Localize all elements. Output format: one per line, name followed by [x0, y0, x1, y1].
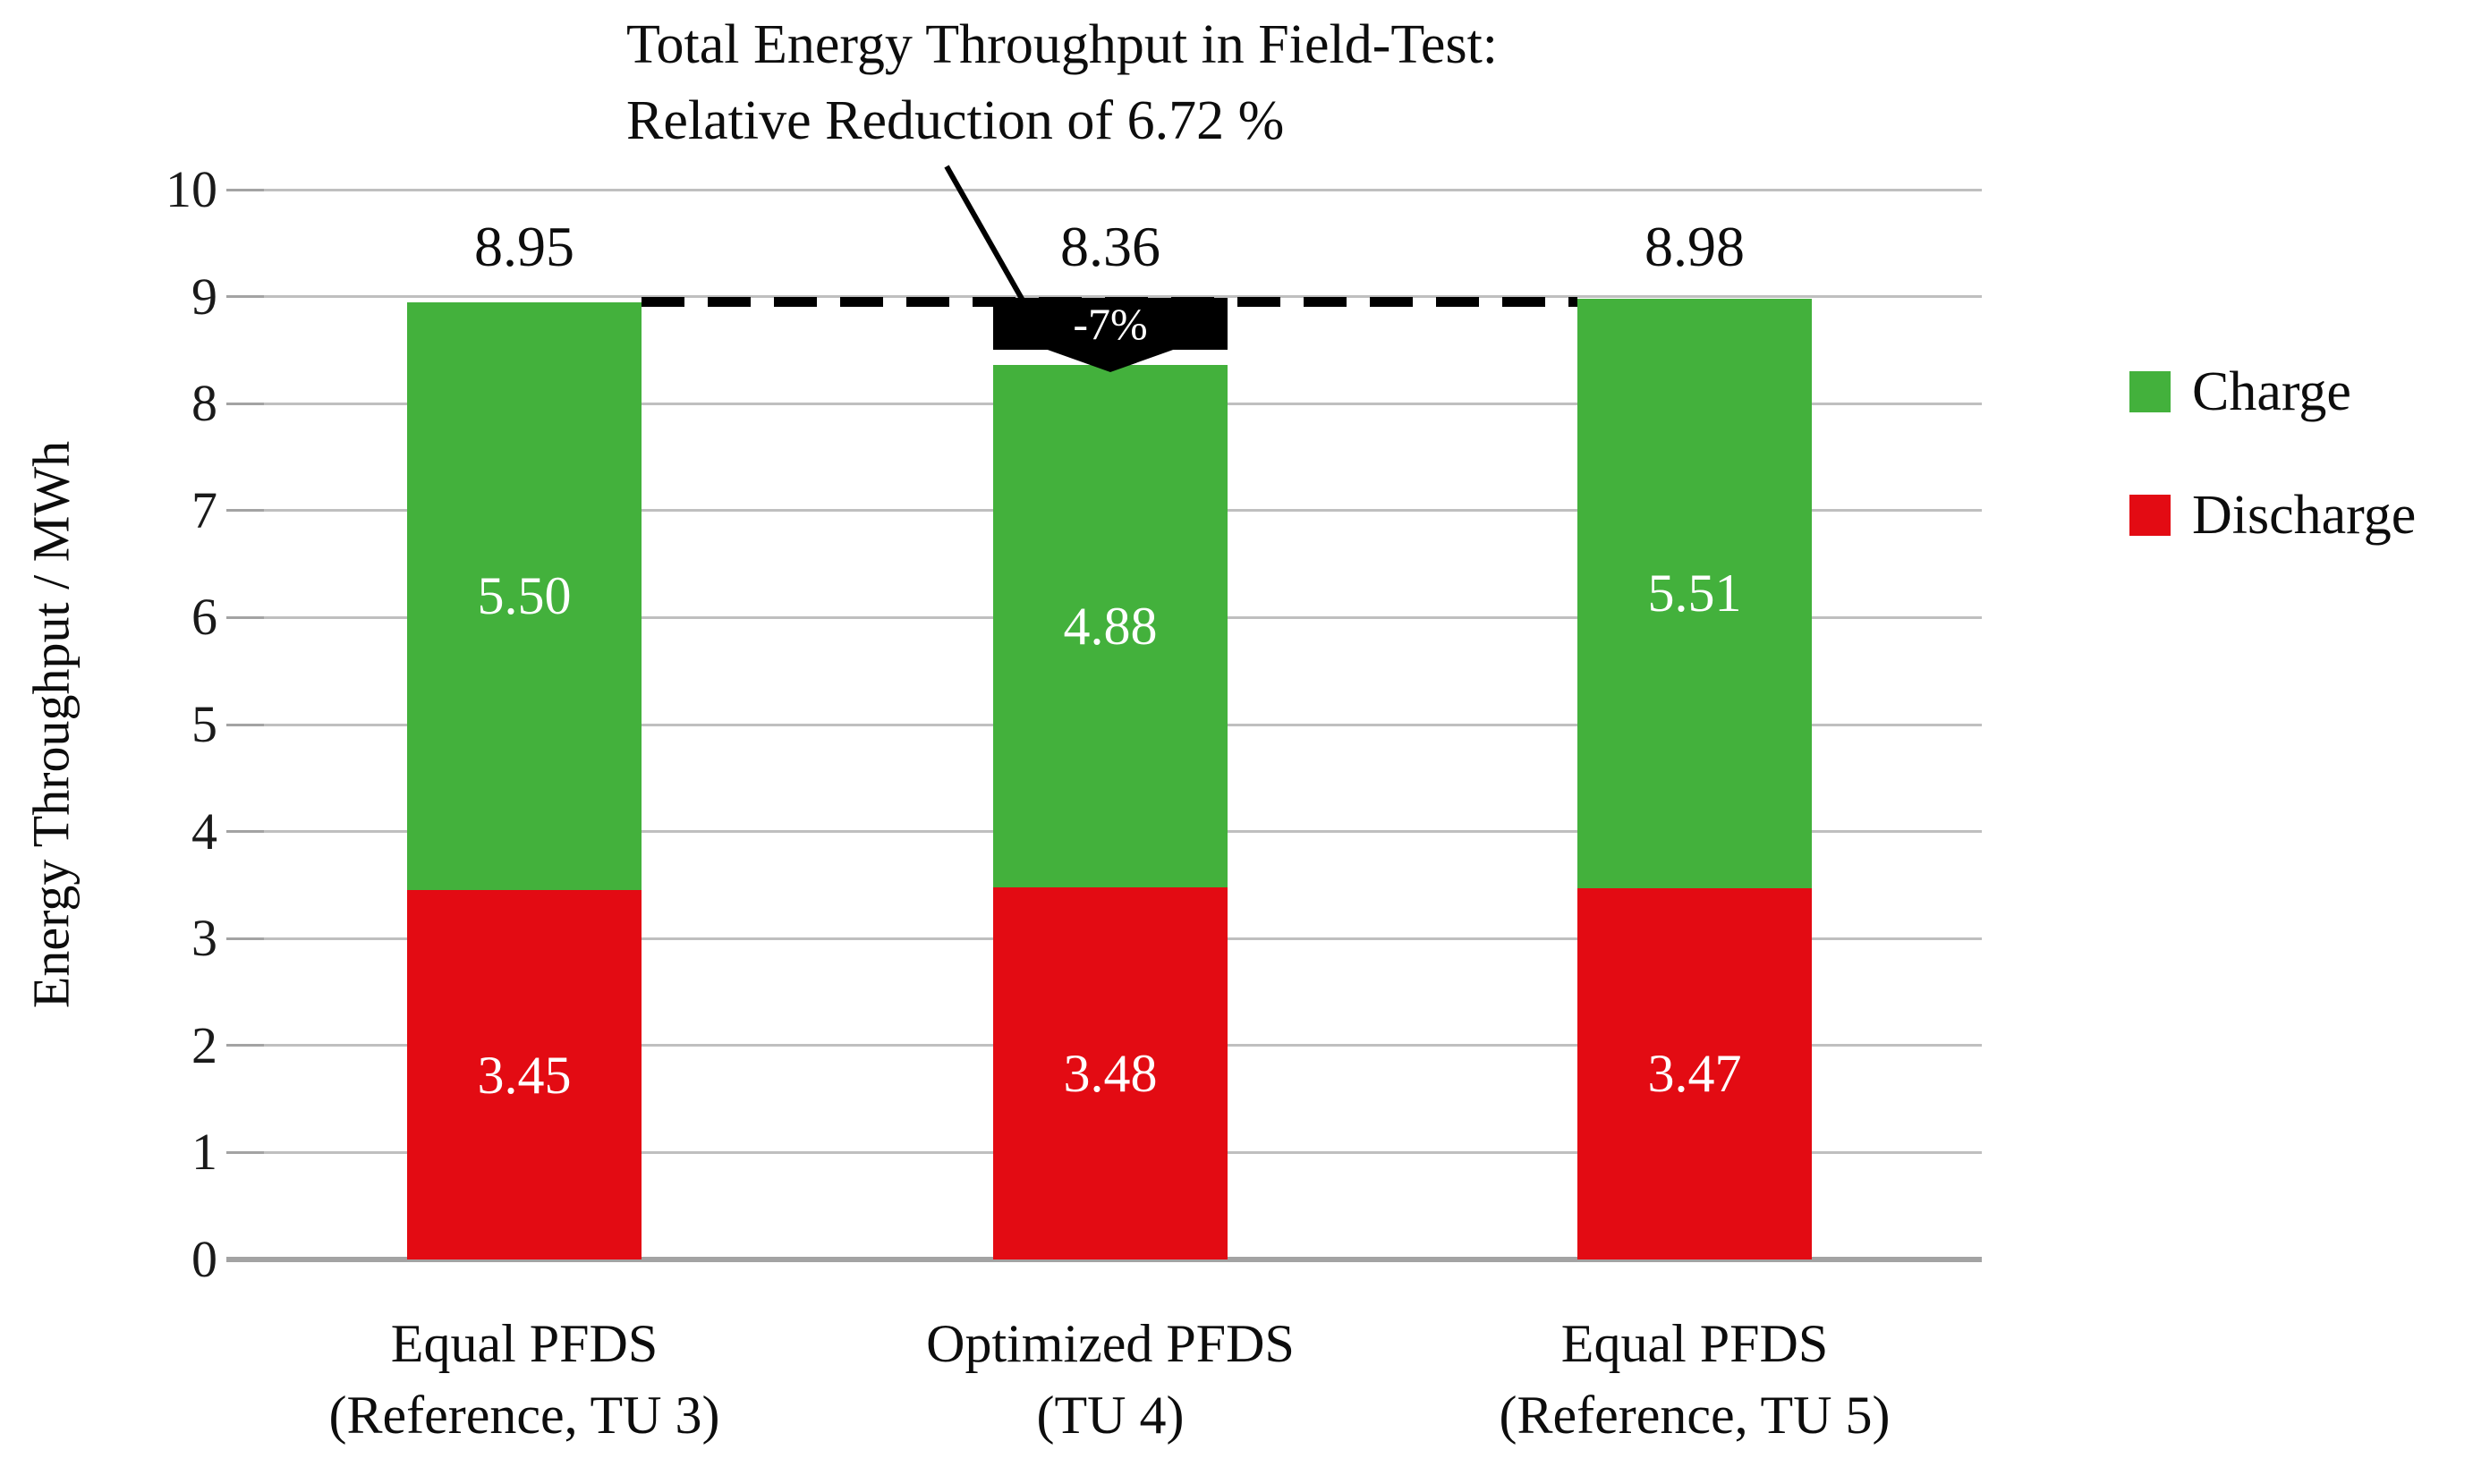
bar-charge-segment	[1577, 298, 1812, 888]
annotation-line-1: Total Energy Throughput in Field-Test:	[626, 14, 1499, 75]
category-label-line: Equal PFDS	[390, 1314, 659, 1373]
category-label: Equal PFDS (Reference, TU 5)	[1355, 1308, 2035, 1451]
callout-arrow	[1045, 348, 1176, 372]
bar-total-label: 8.95	[474, 214, 574, 278]
bar-total-label: 8.98	[1644, 214, 1745, 278]
bar-charge-label: 5.51	[1647, 564, 1742, 623]
bar-discharge-segment	[1577, 887, 1812, 1259]
callout-label: -7%	[1073, 298, 1148, 349]
y-axis-tick	[226, 830, 264, 834]
y-axis-tick	[226, 188, 264, 191]
legend-swatch-icon	[2129, 495, 2171, 536]
bar-total-label: 8.36	[1060, 214, 1160, 278]
category-label: Equal PFDS (Reference, TU 3)	[184, 1308, 864, 1451]
bar-charge-label: 5.50	[477, 566, 572, 626]
y-tick-label: 5	[191, 695, 217, 753]
category-label-line: (TU 4)	[1036, 1386, 1185, 1445]
legend-item: Discharge	[2129, 488, 2416, 543]
y-axis-tick	[226, 1258, 264, 1261]
y-axis-tick	[226, 402, 264, 405]
y-tick-label: 4	[191, 801, 217, 861]
gridline	[264, 188, 1982, 191]
y-tick-label: 6	[191, 588, 217, 647]
bar-discharge-label: 3.47	[1647, 1044, 1742, 1104]
x-axis-line	[226, 1257, 1982, 1262]
bar-discharge-label: 3.48	[1063, 1043, 1158, 1103]
y-tick-label: 1	[191, 1123, 217, 1182]
gridline	[264, 295, 1982, 299]
chart-annotation: Total Energy Throughput in Field-Test: R…	[626, 7, 1498, 159]
category-label-line: (Reference, TU 3)	[328, 1386, 720, 1445]
y-tick-label: 8	[191, 374, 217, 433]
bar-discharge-label: 3.45	[477, 1045, 572, 1105]
annotation-line-2: Relative Reduction of 6.72 %	[626, 90, 1285, 151]
y-axis-tick	[226, 295, 264, 299]
y-axis-tick	[226, 1044, 264, 1047]
y-tick-label: 10	[166, 160, 217, 218]
legend-item: Charge	[2129, 364, 2351, 420]
bar-charge-segment	[407, 301, 642, 891]
y-tick-label: 7	[191, 480, 217, 539]
y-tick-label: 0	[191, 1230, 217, 1288]
y-axis-tick	[226, 509, 264, 513]
category-label-line: Equal PFDS	[1560, 1314, 1829, 1373]
y-axis-tick	[226, 723, 264, 726]
category-label-line: (Reference, TU 5)	[1499, 1386, 1891, 1445]
legend-label: Discharge	[2192, 485, 2417, 546]
y-axis-tick	[226, 937, 264, 940]
category-label-line: Optimized PFDS	[926, 1314, 1295, 1373]
bar-discharge-segment	[993, 886, 1228, 1259]
bar-charge-label: 4.88	[1063, 596, 1158, 656]
y-tick-label: 3	[191, 909, 217, 968]
legend-label: Charge	[2192, 361, 2351, 422]
y-axis-title: Energy Throughput / MWh	[21, 440, 81, 1009]
callout-banner	[993, 297, 1228, 350]
annotation-leader-line	[944, 165, 1032, 313]
bar-charge-segment	[993, 365, 1228, 887]
y-axis-tick	[226, 1150, 264, 1154]
category-label: Optimized PFDS (TU 4)	[770, 1308, 1450, 1451]
y-tick-label: 2	[191, 1015, 217, 1074]
legend-swatch-icon	[2129, 371, 2171, 412]
bar-discharge-segment	[407, 890, 642, 1259]
y-tick-label: 9	[191, 267, 217, 326]
y-axis-tick	[226, 615, 264, 619]
